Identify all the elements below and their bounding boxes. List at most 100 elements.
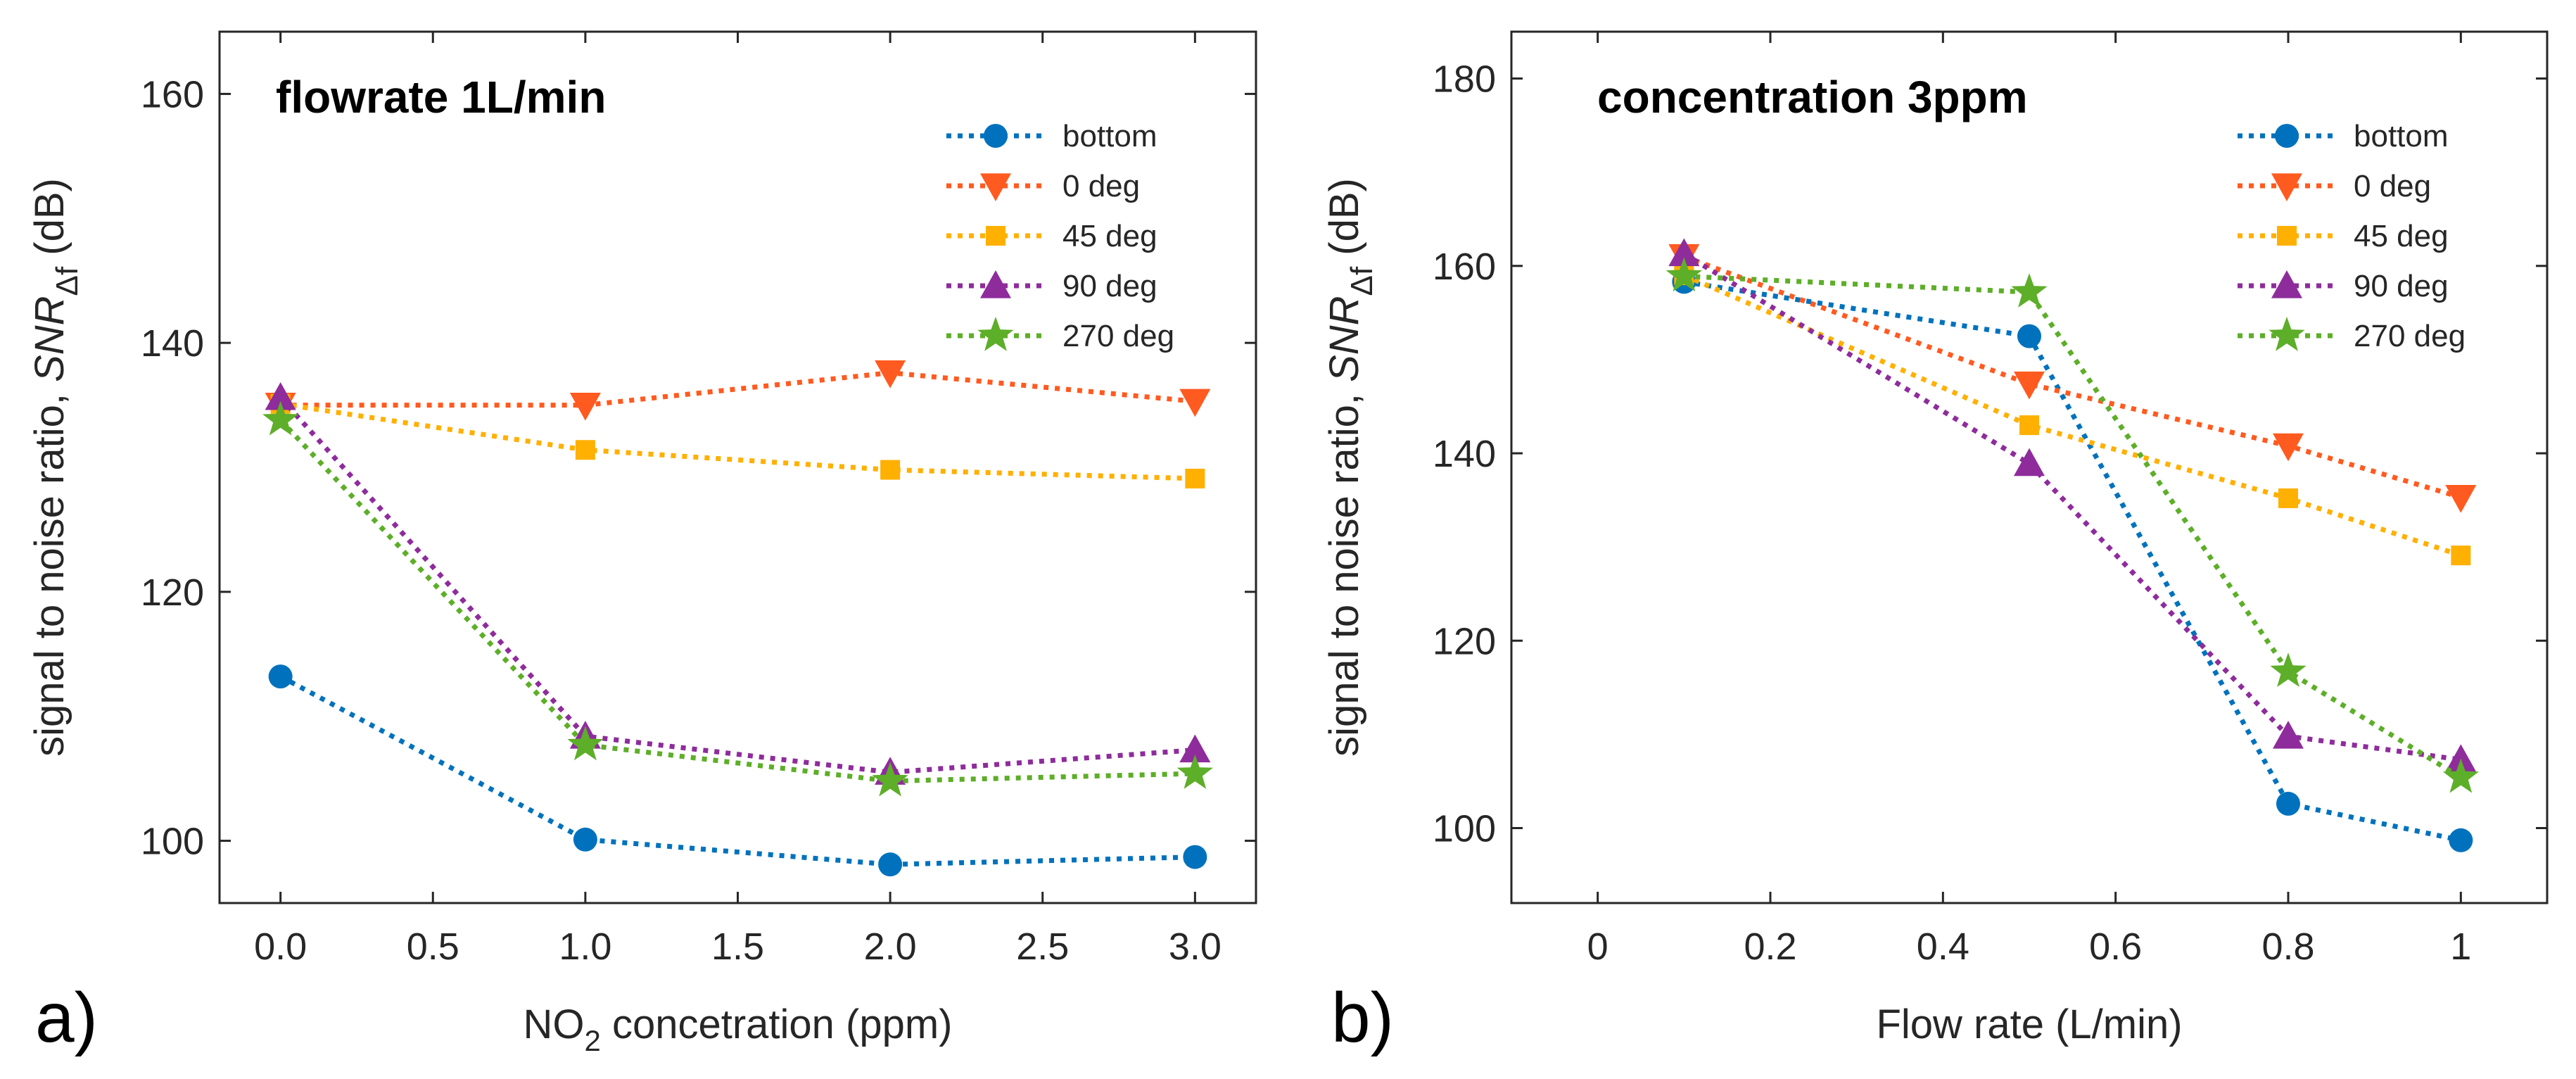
y-tick-label: 160 — [1433, 246, 1496, 288]
legend-label: 0 deg — [2354, 169, 2431, 203]
data-point — [1179, 734, 1211, 763]
legend-marker — [2271, 270, 2302, 298]
data-point — [567, 726, 604, 761]
data-point — [2445, 484, 2477, 513]
legend-item: 90 deg — [946, 269, 1157, 303]
data-point — [2011, 273, 2048, 308]
data-point — [262, 400, 299, 436]
x-tick-label: 0 — [1587, 926, 1609, 968]
chart-title: flowrate 1L/min — [276, 72, 606, 122]
data-point — [569, 392, 601, 421]
data-point — [2449, 828, 2473, 852]
x-tick-label: 1.5 — [711, 926, 764, 968]
legend-item: bottom — [2238, 119, 2449, 153]
plot-frame — [1510, 30, 2549, 904]
x-tick-label: 2.0 — [864, 926, 917, 968]
data-point — [1185, 468, 1205, 488]
legend-marker — [980, 270, 1011, 298]
series-0-deg — [265, 360, 1211, 421]
y-tick-label: 140 — [141, 322, 204, 365]
y-tick-label: 180 — [1433, 58, 1496, 101]
data-point — [265, 381, 296, 410]
data-point — [2017, 324, 2041, 348]
x-tick-label: 1 — [2450, 926, 2471, 968]
legend-marker — [2269, 317, 2305, 351]
y-tick-label: 160 — [141, 73, 204, 115]
data-point — [2014, 371, 2045, 400]
legend-marker — [986, 226, 1005, 246]
legend-label: 270 deg — [2354, 319, 2466, 353]
data-point — [1183, 845, 1207, 869]
series-line — [1682, 272, 2462, 558]
legend-label: 0 deg — [1062, 169, 1140, 203]
data-point — [1179, 389, 1211, 417]
x-axis-label: NO2 concetration (ppm) — [523, 1002, 952, 1057]
series-line — [1683, 254, 2462, 500]
data-point — [1668, 238, 1700, 267]
data-point — [2273, 433, 2304, 462]
data-point — [2014, 448, 2045, 477]
x-tick-label: 3.0 — [1169, 926, 1222, 968]
series-line — [1684, 273, 2463, 780]
legend-marker — [2277, 226, 2297, 246]
legend-label: bottom — [2354, 119, 2449, 153]
y-tick-label: 140 — [1433, 433, 1496, 475]
legend-item: 90 deg — [2238, 269, 2449, 303]
x-tick-label: 0.8 — [2261, 926, 2314, 968]
data-point — [2445, 744, 2477, 772]
series-90-deg — [265, 381, 1211, 785]
series-line — [1683, 279, 2462, 843]
y-tick-label: 100 — [141, 821, 204, 863]
x-tick-label: 0.4 — [1917, 926, 1969, 968]
legend: bottom 0 deg 45 deg 90 deg 270 deg — [946, 119, 1174, 353]
series-90-deg — [1668, 238, 2477, 772]
plot-frame — [218, 30, 1257, 904]
legend-marker — [977, 317, 1014, 351]
legend: bottom 0 deg 45 deg 90 deg 270 deg — [2238, 119, 2466, 353]
data-point — [2019, 415, 2039, 436]
y-tick-label: 120 — [1433, 620, 1496, 662]
series-line — [280, 401, 1195, 481]
y-axis-label: signal to noise ratio, SNRΔf (dB) — [27, 178, 84, 757]
x-tick-label: 0.0 — [254, 926, 307, 968]
data-point — [880, 460, 901, 480]
panel-label: b) — [1331, 978, 1394, 1057]
y-tick-label: 120 — [141, 572, 204, 614]
data-point — [875, 360, 906, 389]
data-point — [2273, 721, 2304, 749]
data-point — [872, 762, 908, 797]
x-tick-label: 2.5 — [1016, 926, 1069, 968]
legend-marker — [984, 124, 1008, 148]
data-point — [2278, 488, 2298, 508]
x-tick-label: 0.6 — [2089, 926, 2142, 968]
y-tick-label: 100 — [1433, 808, 1496, 850]
panel-a-chart: 0.0 0.5 1.0 1.5 2.0 2.5 3.0 100 120 140 160 NO2 con… — [27, 30, 1257, 1057]
y-axis-label: signal to noise ratio, SNRΔf (dB) — [1321, 178, 1379, 757]
series-line — [280, 370, 1195, 408]
series-line — [279, 418, 1195, 784]
series-270-deg — [262, 400, 1213, 797]
chart-title: concentration 3ppm — [1597, 72, 2028, 122]
data-point — [2451, 545, 2471, 566]
legend-label: 90 deg — [2354, 269, 2449, 303]
series-270-deg — [1665, 257, 2479, 793]
series-line — [278, 396, 1195, 775]
data-point — [575, 440, 595, 460]
legend-label: 90 deg — [1062, 269, 1157, 303]
legend-marker — [2271, 173, 2302, 201]
x-tick-label: 0.5 — [407, 926, 459, 968]
series-line — [279, 674, 1195, 867]
series-bottom — [268, 664, 1207, 877]
data-point — [1665, 257, 1702, 292]
x-tick-label: 1.0 — [559, 926, 611, 968]
legend-item: 0 deg — [2238, 169, 2431, 203]
data-point — [573, 827, 597, 852]
legend-item: 270 deg — [946, 317, 1174, 353]
legend-label: 45 deg — [2354, 219, 2449, 253]
legend-item: 0 deg — [946, 169, 1140, 203]
legend-label: 270 deg — [1062, 319, 1174, 353]
legend-marker — [2275, 124, 2299, 148]
legend-label: 45 deg — [1062, 219, 1157, 253]
data-point — [2270, 652, 2307, 687]
